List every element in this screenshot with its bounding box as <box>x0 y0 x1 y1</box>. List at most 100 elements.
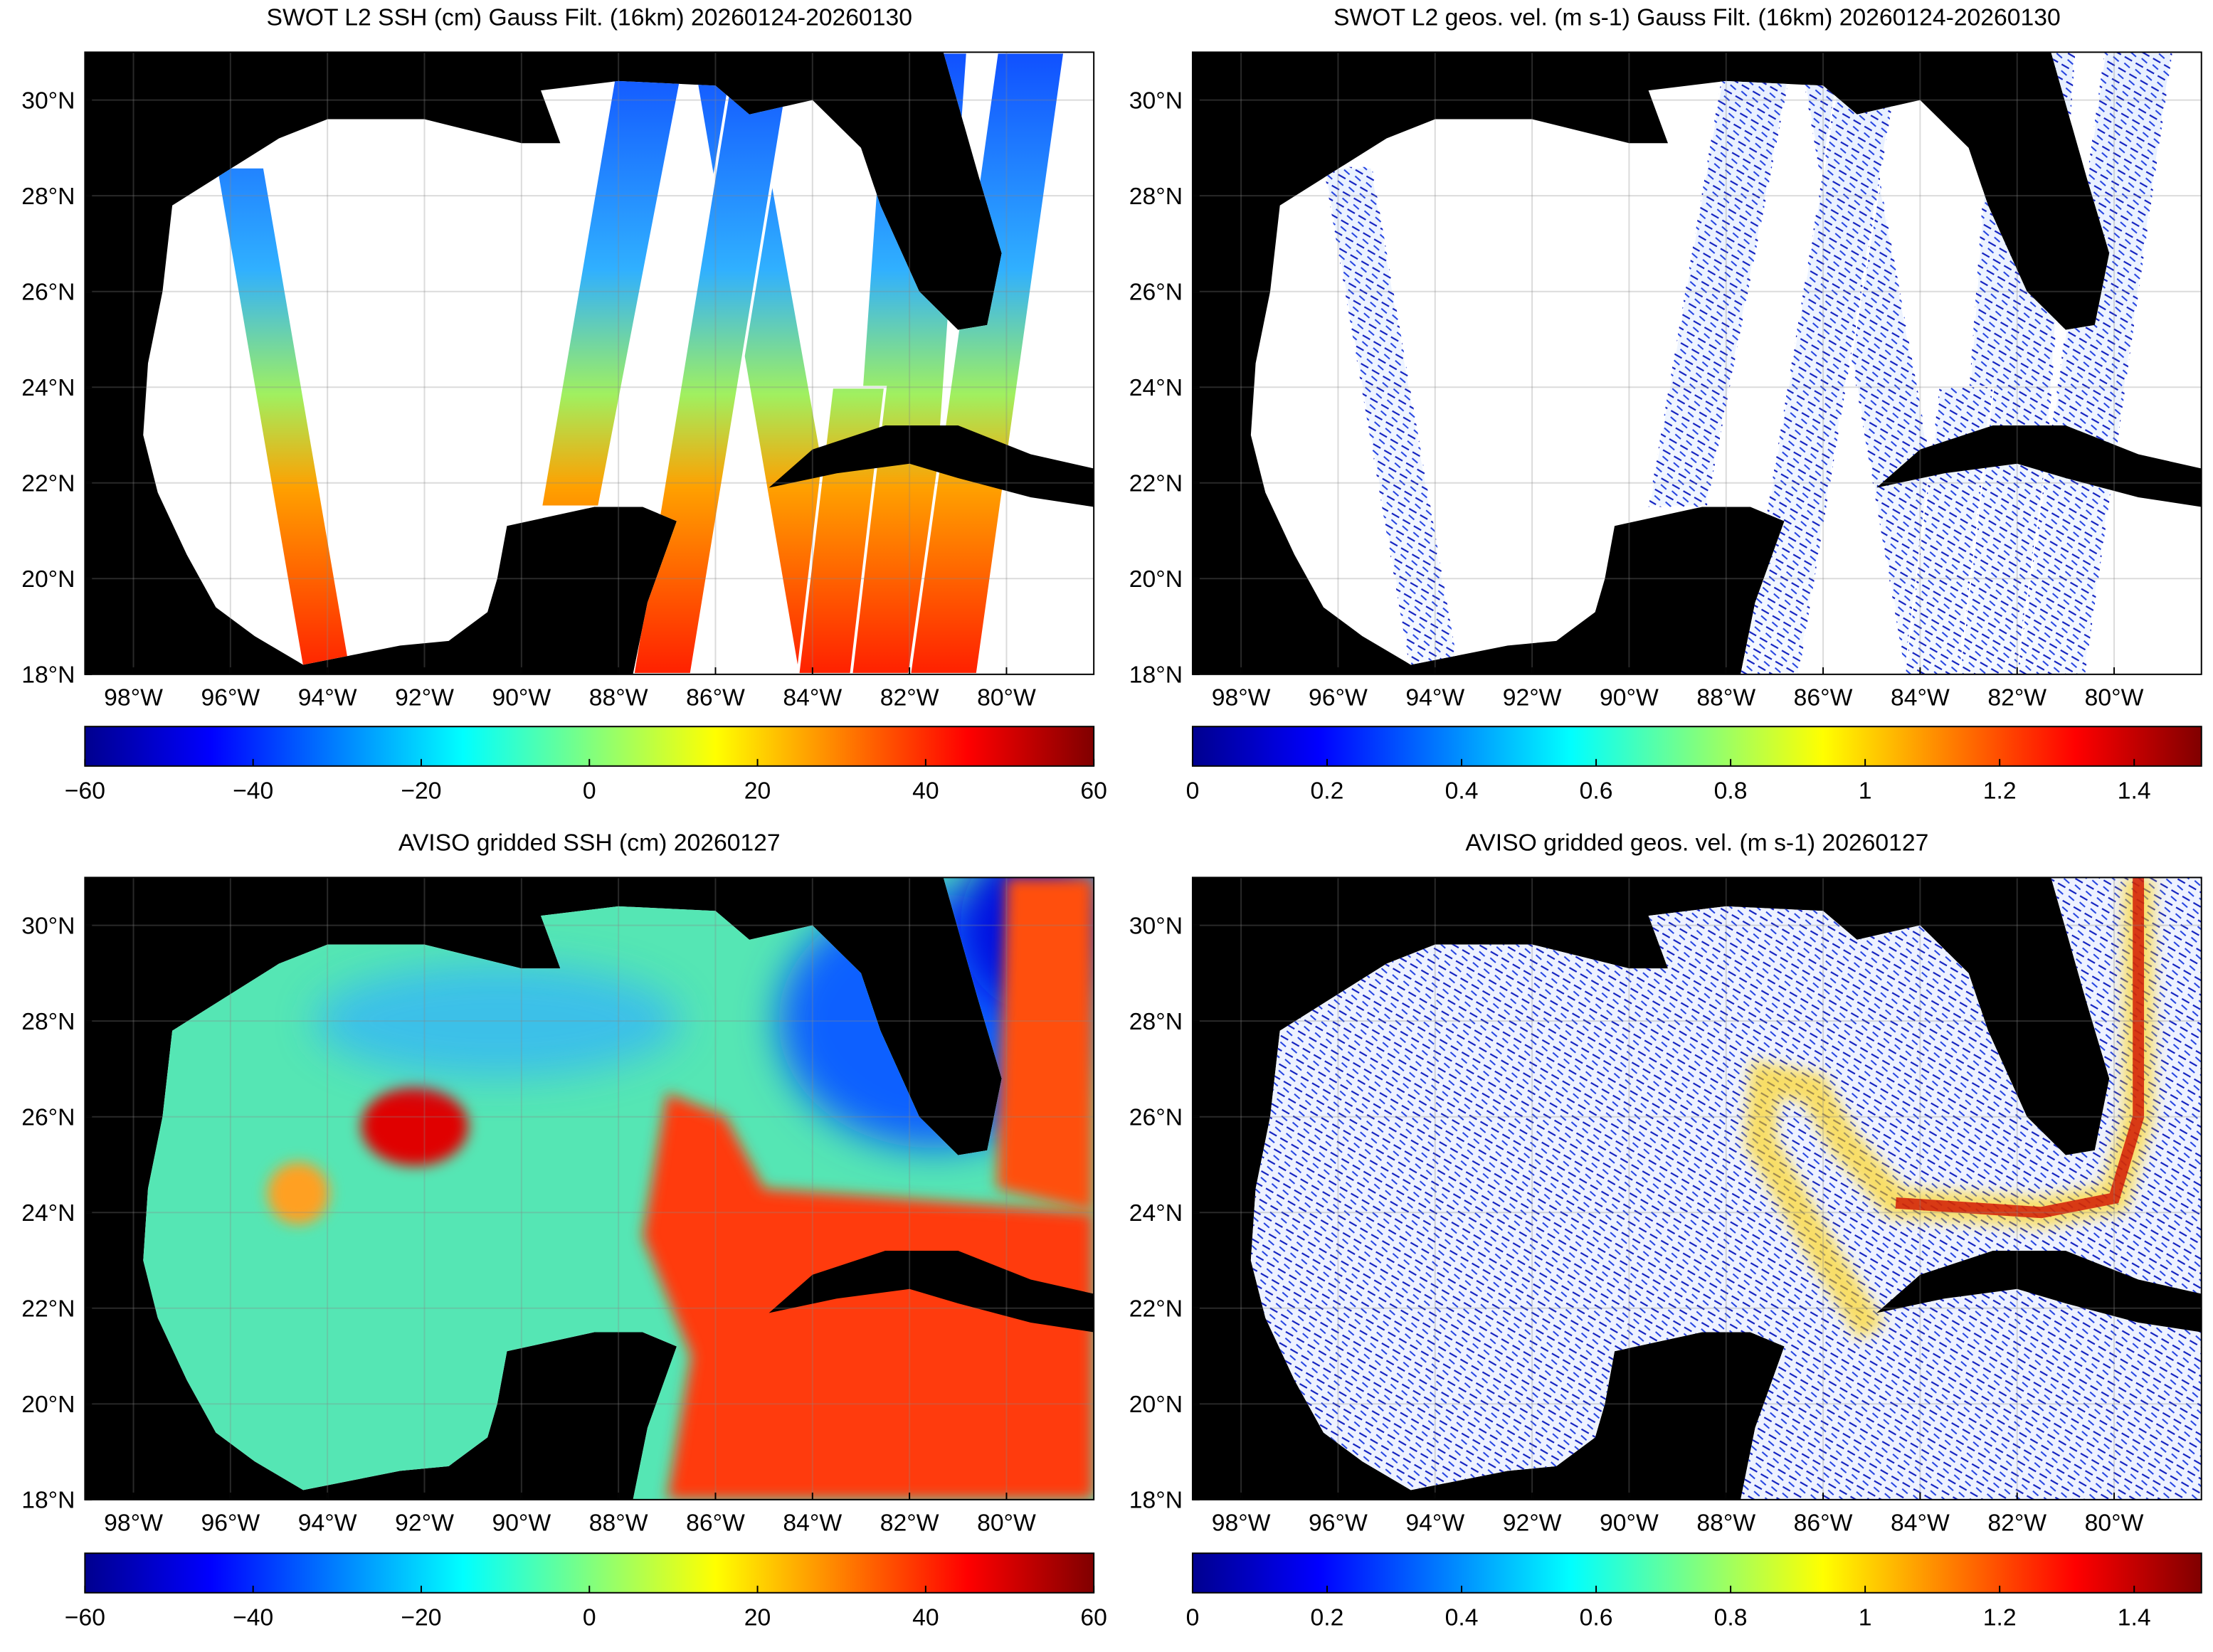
map-area <box>1192 52 2202 674</box>
lon-tick-label: 82°W <box>1987 1509 2046 1536</box>
lon-tick-label: 86°W <box>1794 1509 1853 1536</box>
lat-tick-label: 26°N <box>21 279 75 306</box>
colorbar-tick-label: 60 <box>1080 1604 1106 1631</box>
lat-tick-label: 24°N <box>1129 374 1183 401</box>
lon-tick-label: 80°W <box>2085 1509 2144 1536</box>
map-panel: AVISO gridded SSH (cm) 20260127 98°W 96°W 9… <box>21 830 1107 1631</box>
lon-tick-label: 90°W <box>1600 684 1659 711</box>
cuba <box>1876 425 2202 507</box>
map-frame <box>84 51 1095 675</box>
lat-tick-label: 28°N <box>1129 183 1183 210</box>
colorbar-tick-label: −20 <box>401 1604 441 1631</box>
colorbar-tick-label: −60 <box>65 777 105 804</box>
lon-tick-label: 96°W <box>1309 1509 1368 1536</box>
lon-tick-label: 82°W <box>1987 684 2046 711</box>
swath-vectors <box>2017 52 2172 674</box>
lon-tick-label: 98°W <box>104 684 163 711</box>
colorbar-tick-label: 0.6 <box>1580 1604 1613 1631</box>
lat-tick-label: 22°N <box>1129 1296 1183 1323</box>
colorbar-tick-label: 0.6 <box>1580 777 1613 804</box>
colorbar-tick-label: −40 <box>233 777 273 804</box>
lon-tick-label: 90°W <box>492 684 551 711</box>
colorbar-tick-label: 0 <box>583 777 596 804</box>
colorbar-tick-label: 1.4 <box>2118 1604 2151 1631</box>
lon-tick-label: 84°W <box>783 684 842 711</box>
map-frame <box>84 877 1095 1500</box>
colorbar-tick-label: 20 <box>744 1604 771 1631</box>
lat-tick-label: 28°N <box>21 183 75 210</box>
lat-tick-label: 22°N <box>21 470 75 497</box>
lat-tick-label: 20°N <box>21 1391 75 1418</box>
colorbar-tick-label: 40 <box>912 1604 939 1631</box>
lon-tick-label: 80°W <box>977 1509 1036 1536</box>
lon-tick-label: 86°W <box>686 1509 745 1536</box>
cuba <box>769 1251 1094 1333</box>
map-panel: SWOT L2 geos. vel. (m s-1) Gauss Filt. (… <box>1129 4 2202 804</box>
colorbar-tick-label: −20 <box>401 777 441 804</box>
colorbar <box>1191 726 2202 767</box>
colorbar-tick-label: −40 <box>233 1604 273 1631</box>
lat-tick-label: 18°N <box>1129 662 1183 689</box>
lat-tick-label: 24°N <box>21 1200 75 1227</box>
colorbar-tick-label: 1 <box>1859 1604 1872 1631</box>
lat-tick-label: 20°N <box>1129 566 1183 593</box>
lon-tick-label: 98°W <box>104 1509 163 1536</box>
lon-tick-label: 88°W <box>1696 1509 1755 1536</box>
lon-tick-label: 82°W <box>880 684 939 711</box>
ssh-high <box>996 877 1094 1213</box>
swath <box>214 165 354 674</box>
colorbar-tick-label: 60 <box>1080 777 1106 804</box>
lat-tick-label: 26°N <box>21 1104 75 1131</box>
colorbar-tick-label: 0.4 <box>1445 1604 1479 1631</box>
lat-tick-label: 22°N <box>1129 470 1183 497</box>
lon-tick-label: 84°W <box>1891 1509 1950 1536</box>
lon-tick-label: 94°W <box>1405 1509 1464 1536</box>
lon-tick-label: 92°W <box>395 1509 454 1536</box>
colorbar-tick-label: 40 <box>912 777 939 804</box>
lat-tick-label: 30°N <box>1129 913 1183 940</box>
lon-tick-label: 92°W <box>395 684 454 711</box>
lon-tick-label: 82°W <box>880 1509 939 1536</box>
lat-tick-label: 18°N <box>21 1487 75 1514</box>
lon-tick-label: 84°W <box>1891 684 1950 711</box>
colorbar-tick-label: 1 <box>1859 777 1872 804</box>
cuba <box>1876 1251 2202 1333</box>
colorbar-tick-label: 0.4 <box>1445 777 1479 804</box>
lon-tick-label: 98°W <box>1212 1509 1271 1536</box>
lon-tick-label: 84°W <box>783 1509 842 1536</box>
swath-vectors <box>1323 166 1459 674</box>
ssh-mid <box>267 1162 329 1224</box>
lat-tick-label: 30°N <box>1129 88 1183 115</box>
lat-tick-label: 30°N <box>21 88 75 115</box>
ssh-mid <box>313 964 681 1078</box>
map-area <box>85 877 1094 1500</box>
colorbar-tick-label: 1.2 <box>1983 1604 2017 1631</box>
lat-tick-label: 18°N <box>21 662 75 689</box>
map-panel: SWOT L2 SSH (cm) Gauss Filt. (16km) 2026… <box>21 4 1107 805</box>
colorbar-tick-label: −60 <box>65 1604 105 1631</box>
lon-tick-label: 86°W <box>686 684 745 711</box>
lon-tick-label: 88°W <box>589 684 648 711</box>
lat-tick-label: 26°N <box>1129 1104 1183 1131</box>
lon-tick-label: 90°W <box>1600 1509 1659 1536</box>
lon-tick-label: 80°W <box>977 684 1036 711</box>
map-panel: AVISO gridded geos. vel. (m s-1) 2026012… <box>1129 830 2202 1631</box>
lon-tick-label: 92°W <box>1503 1509 1562 1536</box>
colorbar-tick-label: 0.2 <box>1311 1604 1344 1631</box>
colorbar-tick-label: 1.2 <box>1983 777 2017 804</box>
map-area <box>85 52 1094 674</box>
lon-tick-label: 96°W <box>1309 684 1368 711</box>
lon-tick-label: 94°W <box>1405 684 1464 711</box>
colorbar-tick-label: 0.8 <box>1714 777 1748 804</box>
panel-title: SWOT L2 geos. vel. (m s-1) Gauss Filt. (… <box>1333 4 2061 31</box>
lon-tick-label: 96°W <box>201 1509 260 1536</box>
lon-tick-label: 90°W <box>492 1509 551 1536</box>
lat-tick-label: 20°N <box>21 566 75 593</box>
swath-vectors <box>1741 52 1901 674</box>
lat-tick-label: 30°N <box>21 913 75 940</box>
lat-tick-label: 26°N <box>1129 279 1183 306</box>
lat-tick-label: 22°N <box>21 1296 75 1323</box>
colorbar-tick-label: 0 <box>1186 1604 1200 1631</box>
swath <box>631 52 795 674</box>
